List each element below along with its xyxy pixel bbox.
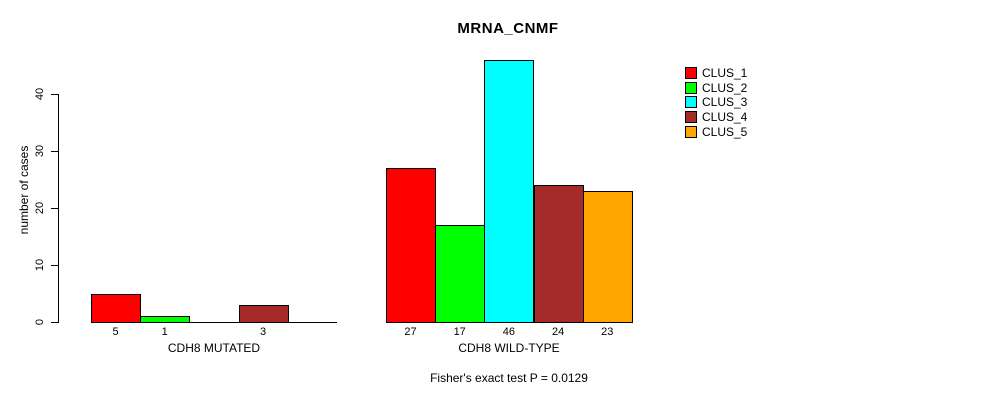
y-axis-tick [51,151,58,152]
y-axis-tick-label: 10 [34,258,46,272]
y-axis-tick-label: 40 [34,87,46,101]
y-axis-label: number of cases [17,145,31,235]
legend-label-clus_5: CLUS_5 [702,124,748,139]
legend-swatch-clus_1 [685,67,697,79]
bar-clus_2-2 [435,225,486,323]
y-axis-tick [51,208,58,209]
bar-value-label: 23 [601,326,614,338]
legend-label-clus_1: CLUS_1 [702,66,748,80]
y-axis-tick-label: 20 [34,201,46,215]
bar-clus_5-2 [582,190,633,323]
y-axis-tick [51,265,58,266]
bar-clus_3-2 [484,59,535,323]
bar-value-label: 46 [502,326,516,338]
bar-clus_4-1 [238,304,289,323]
legend-label-clus_2: CLUS_2 [702,80,748,95]
bar-value-label: 24 [551,326,565,338]
legend-swatch-clus_5 [685,125,697,138]
x-axis-group-label: CDH8 MUTATED [167,341,261,355]
y-axis-line [58,94,59,323]
legend-label-clus_3: CLUS_3 [702,95,748,110]
legend-label-clus_4: CLUS_4 [702,110,748,125]
x-axis-baseline [91,322,337,323]
bar-value-label: 1 [161,326,168,338]
bar-value-label: 3 [260,326,267,338]
y-axis-tick [51,322,58,323]
y-axis-tick [51,94,58,95]
bar-value-label: 5 [112,326,119,338]
legend-swatch-clus_3 [685,96,697,109]
chart-title: MRNA_CNMF [457,20,559,37]
y-axis-tick-label: 0 [34,318,46,326]
bar-clus_1-2 [386,168,436,323]
bar-clus_2-1 [140,316,191,323]
bar-value-label: 17 [453,326,466,338]
fisher-test-annotation: Fisher's exact test P = 0.0129 [430,371,588,385]
x-axis-group-label: CDH8 WILD-TYPE [458,341,560,355]
bar-clus_4-2 [533,185,584,323]
legend-swatch-clus_4 [685,111,697,124]
y-axis-tick-label: 30 [34,144,46,158]
legend-swatch-clus_2 [685,81,697,94]
bar-clus_1-1 [91,293,141,323]
bar-value-label: 27 [404,326,417,338]
